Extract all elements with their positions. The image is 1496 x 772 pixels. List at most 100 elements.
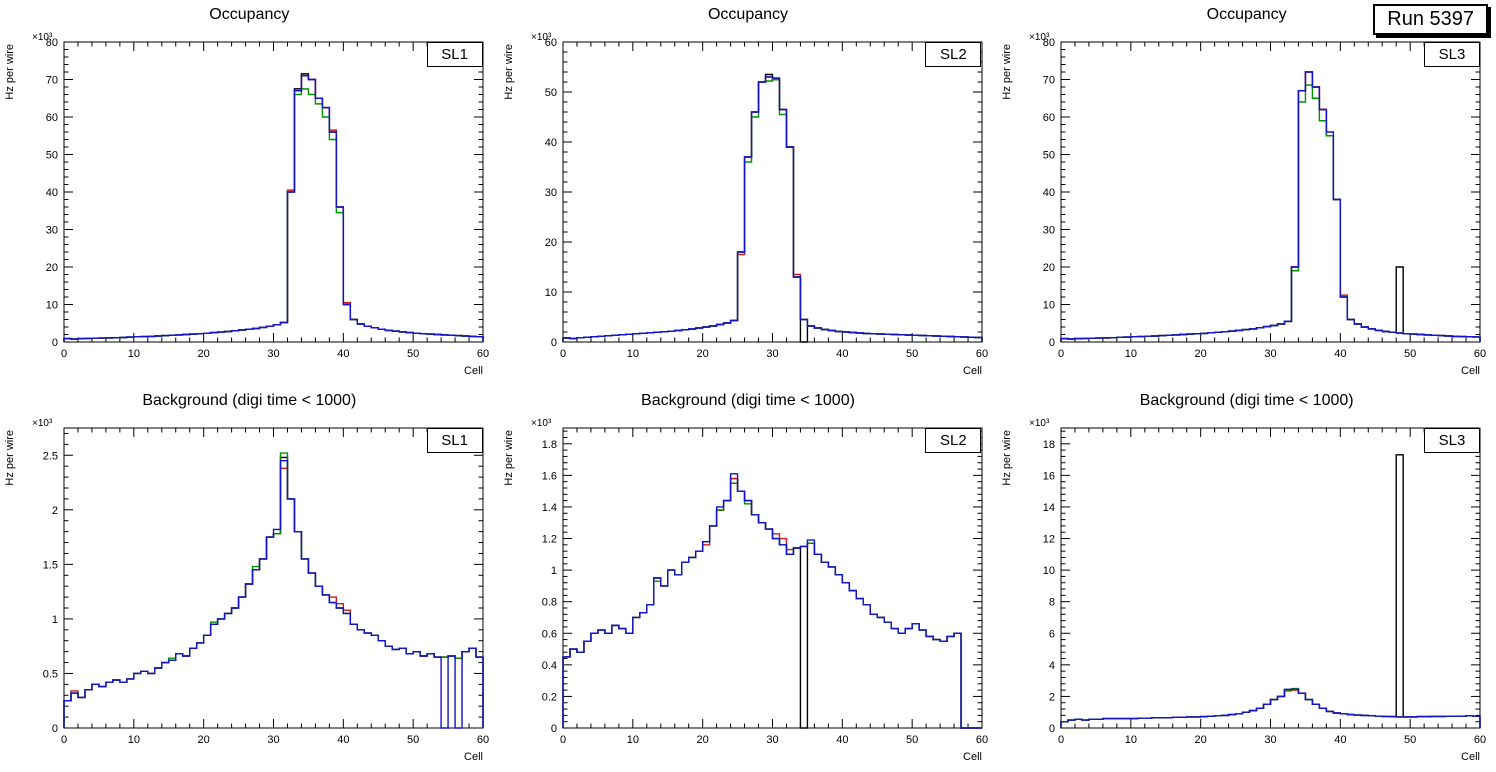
svg-text:40: 40 <box>1335 348 1347 360</box>
superlayer-label: SL3 <box>1423 42 1480 67</box>
svg-text:80: 80 <box>1043 37 1055 49</box>
svg-text:50: 50 <box>544 87 556 99</box>
superlayer-label: SL2 <box>925 428 982 453</box>
y-axis-title: Hz per wire <box>1001 430 1013 486</box>
svg-text:0.2: 0.2 <box>541 691 556 703</box>
y-axis <box>1061 430 1481 729</box>
svg-text:4: 4 <box>1049 660 1055 672</box>
x-axis-title: Cell <box>1461 365 1480 377</box>
series-hist-green <box>63 88 484 342</box>
svg-text:8: 8 <box>1049 597 1055 609</box>
x-axis <box>1060 428 1481 728</box>
svg-text:10: 10 <box>1043 565 1055 577</box>
svg-text:20: 20 <box>696 734 708 746</box>
svg-text:70: 70 <box>46 75 58 87</box>
series-hist-green <box>63 452 484 728</box>
series-hist-black <box>1060 454 1482 728</box>
y-tick-labels: 0 2 4 6 8 10 12 14 16 18 <box>1043 439 1055 735</box>
panel-occupancy-sl3: Occupancy 0 10 20 30 40 50 60 0 10 20 30 40 50 60 70 80… <box>997 0 1496 386</box>
svg-text:30: 30 <box>46 225 58 237</box>
y-axis-title: Hz per wire <box>503 44 515 100</box>
svg-text:0: 0 <box>52 723 58 735</box>
svg-text:10: 10 <box>544 287 556 299</box>
svg-text:10: 10 <box>128 734 140 746</box>
svg-text:60: 60 <box>976 348 988 360</box>
plot-frame <box>1060 41 1481 343</box>
svg-text:40: 40 <box>836 348 848 360</box>
svg-text:60: 60 <box>1474 734 1486 746</box>
x-axis-title: Cell <box>464 751 483 763</box>
y-axis-multiplier: ×10³ <box>531 418 552 429</box>
panel-background-sl1: Background (digi time < 1000) 0 10 20 30 40 5… <box>0 386 499 772</box>
plot-background-sl1: 0 10 20 30 40 50 60 0 0.5 1 1.5 2 2.5 Cell Hz per wire… <box>4 418 489 763</box>
svg-text:30: 30 <box>267 734 279 746</box>
y-tick-labels: 0 10 20 30 40 50 60 70 80 <box>46 37 58 349</box>
svg-text:0: 0 <box>1049 337 1055 349</box>
svg-text:30: 30 <box>766 348 778 360</box>
plot-frame <box>562 427 983 729</box>
series-hist-red <box>561 477 982 729</box>
svg-text:30: 30 <box>1043 225 1055 237</box>
series-hist-red <box>561 76 983 342</box>
x-axis <box>1060 42 1481 342</box>
svg-text:30: 30 <box>267 348 279 360</box>
plot-background-sl2: 0 10 20 30 40 50 60 0 0.2 0.4 0.6 0.8 1 1.2 1.4 1.6 1.8 C… <box>503 418 988 763</box>
svg-text:60: 60 <box>1043 112 1055 124</box>
svg-text:40: 40 <box>46 187 58 199</box>
svg-text:0.4: 0.4 <box>541 660 556 672</box>
svg-text:60: 60 <box>1474 348 1486 360</box>
svg-text:40: 40 <box>836 734 848 746</box>
run-label-box: Run 5397 <box>1373 4 1488 35</box>
plot-occupancy-sl1: 0 10 20 30 40 50 60 0 10 20 30 40 50 60 70 80 Cell Hz per… <box>4 32 489 377</box>
svg-text:20: 20 <box>1195 734 1207 746</box>
svg-text:40: 40 <box>1043 187 1055 199</box>
svg-text:0: 0 <box>52 337 58 349</box>
series-hist-green <box>561 78 983 342</box>
y-axis <box>562 41 982 343</box>
y-axis <box>1061 41 1481 343</box>
svg-text:40: 40 <box>337 734 349 746</box>
plot-title: Occupancy <box>707 6 789 23</box>
x-axis-title: Cell <box>963 751 982 763</box>
series-hist-black <box>1060 71 1482 342</box>
plot-title: Background (digi time < 1000) <box>641 392 855 409</box>
plot-title: Occupancy <box>1206 6 1287 23</box>
svg-text:60: 60 <box>477 348 489 360</box>
svg-text:14: 14 <box>1043 502 1055 514</box>
svg-text:0.8: 0.8 <box>541 597 556 609</box>
x-tick-labels: 0 10 20 30 40 50 60 <box>61 348 489 360</box>
series-hist-red <box>1060 71 1482 342</box>
x-tick-labels: 0 10 20 30 40 50 60 <box>1058 734 1486 746</box>
y-axis-title: Hz per wire <box>4 430 16 486</box>
series-hist-red <box>63 75 484 342</box>
svg-text:0.5: 0.5 <box>43 668 58 680</box>
svg-text:50: 50 <box>407 734 419 746</box>
svg-text:0: 0 <box>560 734 566 746</box>
superlayer-label: SL2 <box>925 42 982 67</box>
y-axis-multiplier: ×10³ <box>531 32 552 43</box>
superlayer-label: SL1 <box>426 428 483 453</box>
svg-text:20: 20 <box>696 348 708 360</box>
svg-text:1: 1 <box>551 565 557 577</box>
svg-text:50: 50 <box>407 348 419 360</box>
svg-text:0: 0 <box>1058 348 1064 360</box>
svg-text:60: 60 <box>544 37 556 49</box>
svg-text:1.6: 1.6 <box>541 470 556 482</box>
svg-text:30: 30 <box>544 187 556 199</box>
svg-text:30: 30 <box>766 734 778 746</box>
svg-text:40: 40 <box>544 137 556 149</box>
svg-text:60: 60 <box>477 734 489 746</box>
svg-text:10: 10 <box>626 348 638 360</box>
series-hist-black <box>63 73 484 342</box>
superlayer-label: SL3 <box>1423 428 1480 453</box>
svg-text:50: 50 <box>46 150 58 162</box>
plot-title: Background (digi time < 1000) <box>142 392 357 409</box>
series-hist-red <box>63 467 484 728</box>
plot-frame <box>562 41 983 343</box>
svg-text:0: 0 <box>61 734 67 746</box>
plot-background-sl3: 0 10 20 30 40 50 60 0 2 4 6 8 10 12 14 16 18 Cell Hz per w… <box>1001 418 1486 763</box>
y-tick-labels: 0 10 20 30 40 50 60 70 80 <box>1043 37 1055 349</box>
x-axis-title: Cell <box>963 365 982 377</box>
svg-text:50: 50 <box>1404 734 1416 746</box>
